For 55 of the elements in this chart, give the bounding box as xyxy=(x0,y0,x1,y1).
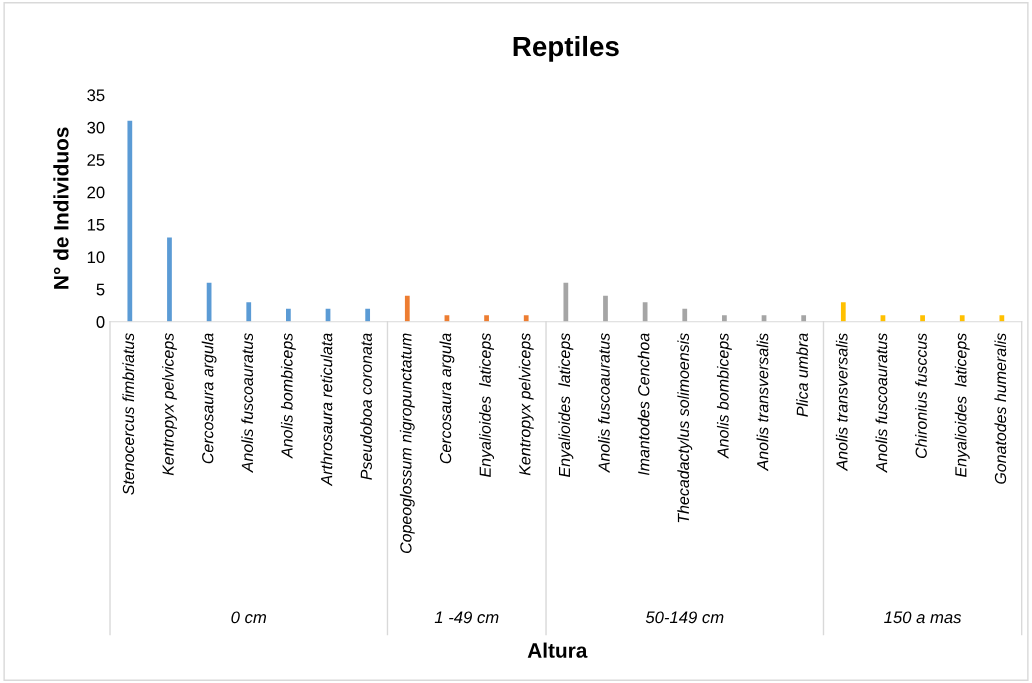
x-tick-label: Cercosaura argula xyxy=(201,333,217,464)
x-tick-label: Thecadactylus solimoensis xyxy=(677,333,693,523)
x-tick-label: Anolis fuscoauratus xyxy=(875,333,888,473)
x-tick-label: Anolis transversalis xyxy=(835,333,848,472)
x-tick-label: Arthrosaura reticulata xyxy=(320,333,333,487)
bar xyxy=(523,315,529,322)
x-tick-label: Enyalioides laticeps xyxy=(479,333,495,478)
text: 50-149 cm xyxy=(645,611,724,624)
text: 0 cm xyxy=(231,611,267,624)
x-tick-label: Anolis fuscoauratus xyxy=(241,333,254,473)
x-tick-label: Anolis bombiceps xyxy=(716,333,732,459)
bar xyxy=(920,315,925,322)
bar xyxy=(246,302,252,322)
x-tick-label: Cercosaura argula xyxy=(439,333,455,464)
x-tick-label: Pseudoboa coronata xyxy=(360,333,372,480)
bar xyxy=(404,295,410,322)
x-tick-label: Imantodes Cenchoa xyxy=(637,333,650,476)
text: 150 a mas xyxy=(884,611,962,624)
chart-title: Reptiles xyxy=(513,35,619,62)
bar xyxy=(999,315,1005,322)
x-tick-label: Enyalioides laticeps xyxy=(558,333,574,478)
y-tick-label: 10 xyxy=(87,251,105,264)
x-tick-label: Kentropyx pelviceps xyxy=(518,333,534,476)
y-tick-label: 15 xyxy=(87,219,105,231)
x-tick-label: Anolis bombiceps xyxy=(280,333,296,459)
bar xyxy=(365,308,371,322)
y-tick-label: 0 xyxy=(96,316,105,328)
x-tick-label: Chironius fusccus xyxy=(915,333,927,458)
bar xyxy=(603,295,608,322)
bar xyxy=(286,308,291,322)
x-tick-label: Copeoglossum nigropunctatum xyxy=(399,333,415,553)
bar xyxy=(840,302,846,322)
x-tick-label: Anolis transversalis xyxy=(756,333,769,472)
y-tick-label: 30 xyxy=(87,121,105,134)
bar xyxy=(127,120,133,322)
y-tick-label: 5 xyxy=(96,283,105,296)
x-tick-label: Gonatodes humeralis xyxy=(994,333,1007,484)
y-tick-label: 35 xyxy=(87,89,105,102)
bar xyxy=(959,315,965,322)
bar xyxy=(484,315,489,322)
bar xyxy=(563,282,569,322)
y-tick-label: 25 xyxy=(87,154,105,166)
bar xyxy=(722,315,727,322)
x-tick-label: Kentropyx pelviceps xyxy=(162,333,177,476)
x-tick-label: Anolis fuscoauratus xyxy=(598,333,610,473)
y-axis-title: N° de Individuos xyxy=(53,127,69,289)
bar xyxy=(801,315,807,322)
bar xyxy=(167,237,172,322)
text: 1 -49 cm xyxy=(434,611,499,624)
x-axis-title: Altura xyxy=(527,642,588,658)
x-tick-label: Plica umbra xyxy=(796,333,808,417)
y-tick-label: 20 xyxy=(87,186,105,199)
bar xyxy=(682,308,688,322)
x-tick-label: Stenocercus fimbriatus xyxy=(122,333,135,495)
x-tick-label: Enyalioides laticeps xyxy=(954,333,970,478)
